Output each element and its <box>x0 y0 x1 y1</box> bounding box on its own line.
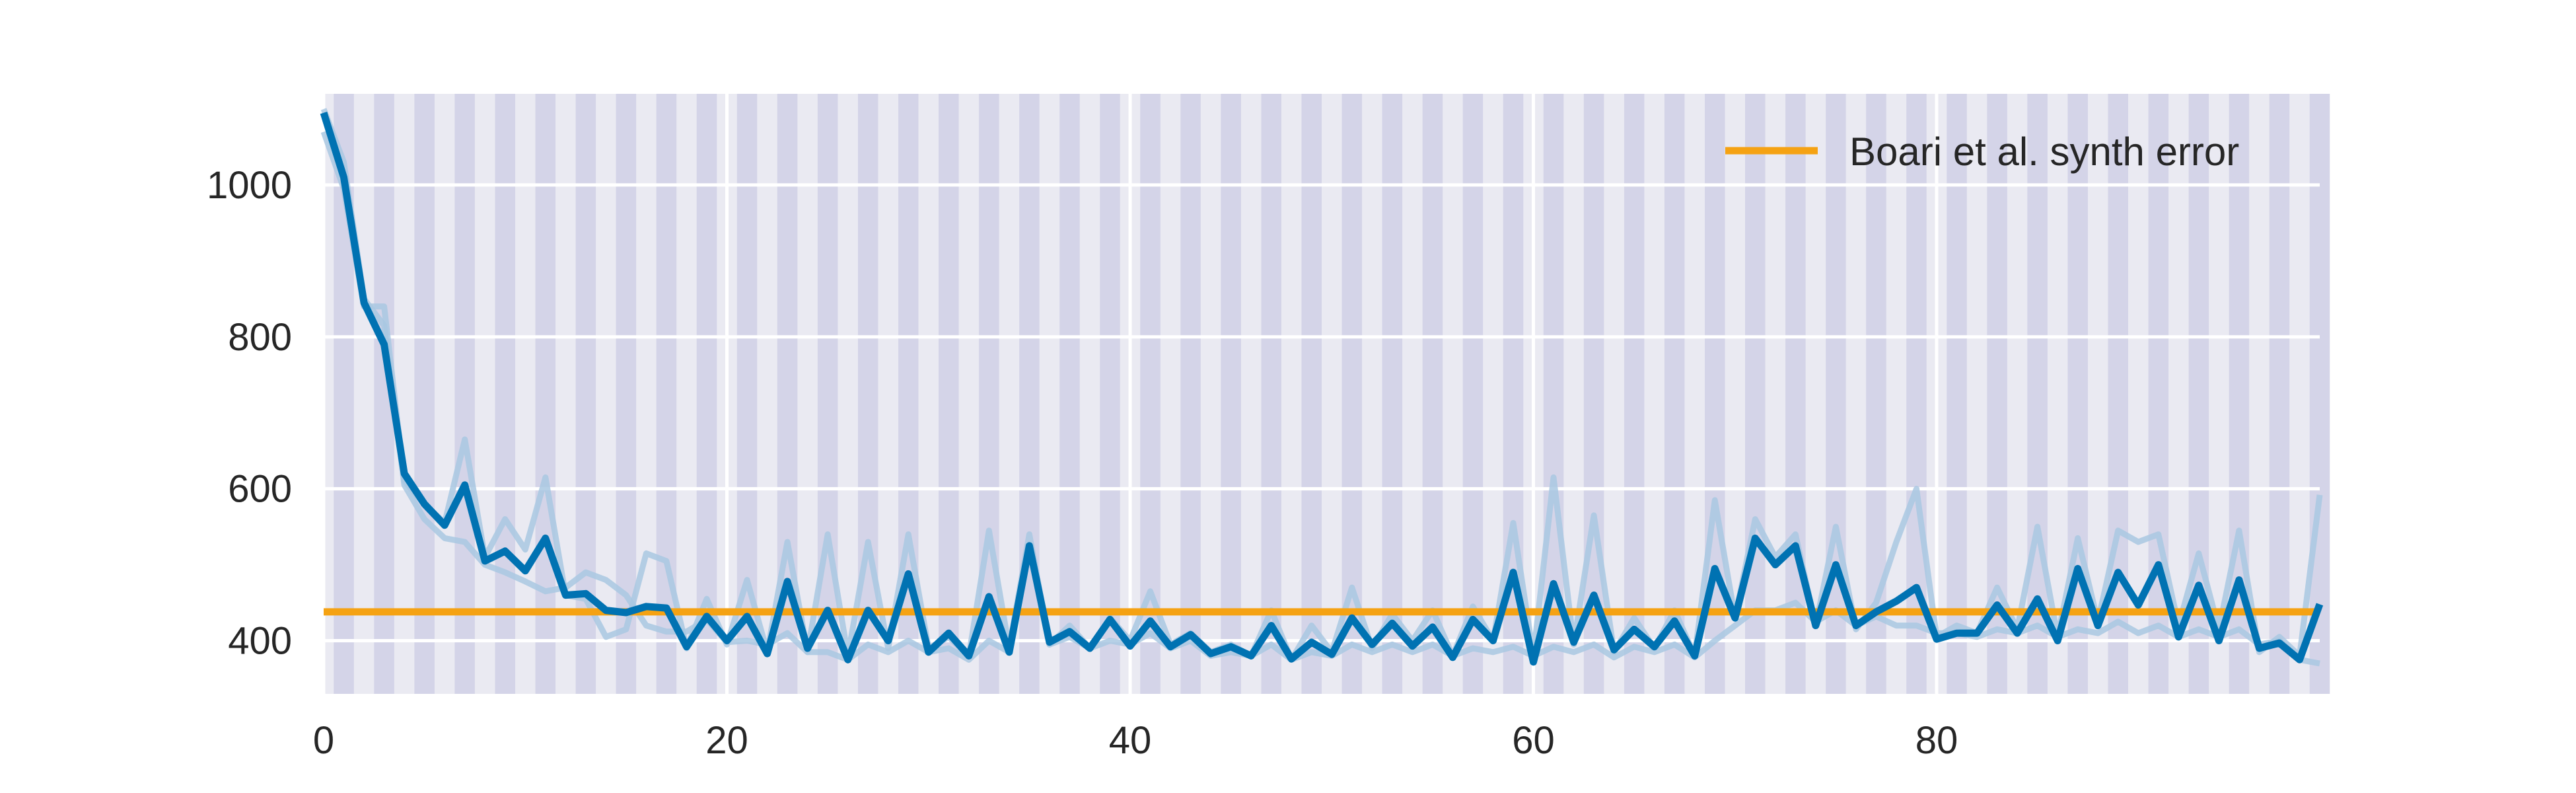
band-47 <box>1261 94 1281 694</box>
y-tick-label-800: 800 <box>228 316 292 359</box>
band-37 <box>1059 94 1080 694</box>
band-31 <box>939 94 959 694</box>
band-49 <box>1301 94 1322 694</box>
band-73 <box>1785 94 1806 694</box>
band-5 <box>414 94 435 694</box>
band-45 <box>1221 94 1241 694</box>
band-9 <box>495 94 515 694</box>
x-tick-label-0: 0 <box>313 719 334 762</box>
legend-label-reference: Boari et al. synth error <box>1849 130 2239 174</box>
band-53 <box>1382 94 1403 694</box>
band-85 <box>2027 94 2048 694</box>
faint-series-line-2 <box>320 108 2320 667</box>
x-axis-ticks: 0 20 40 60 80 <box>313 719 1958 762</box>
main-series-group <box>320 112 2324 666</box>
band-67 <box>1664 94 1685 694</box>
band-39 <box>1100 94 1120 694</box>
main-series-line <box>320 112 2324 666</box>
y-tick-label-1000: 1000 <box>207 164 292 207</box>
band-43 <box>1180 94 1201 694</box>
band-97 <box>2269 94 2290 694</box>
band-55 <box>1422 94 1443 694</box>
band-71 <box>1745 94 1766 694</box>
band-57 <box>1462 94 1484 694</box>
band-99 <box>2309 94 2330 694</box>
x-tick-label-40: 40 <box>1109 719 1152 762</box>
band-19 <box>696 94 717 694</box>
x-tick-label-20: 20 <box>705 719 748 762</box>
band-7 <box>454 94 475 694</box>
x-tick-label-60: 60 <box>1512 719 1555 762</box>
y-tick-label-600: 600 <box>228 468 292 511</box>
legend: Boari et al. synth error <box>1725 130 2239 174</box>
x-tick-label-80: 80 <box>1915 719 1958 762</box>
band-25 <box>817 94 838 694</box>
y-tick-label-400: 400 <box>228 620 292 663</box>
band-65 <box>1624 94 1645 694</box>
band-81 <box>1947 94 1967 694</box>
y-axis-ticks: 400 600 800 1000 <box>207 164 292 663</box>
